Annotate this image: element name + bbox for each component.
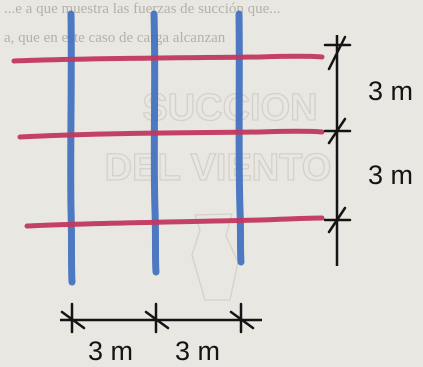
horizontal-line-bottom [24,215,325,229]
bottom-tick-right-slash [229,310,255,330]
dimension-label-right-lower: 3 m [368,160,413,190]
bottom-dimension-ticks [60,302,255,334]
watermark-line-2: DEL VIENTO [105,147,332,189]
bottom-tick-middle-slash [144,310,170,330]
watermark-figure [191,213,239,301]
watermark-line-1: SUCCION [142,87,317,129]
background-text-line-2: a, que en este caso de carga alcanzan [4,30,226,46]
right-dimension-ticks [323,35,352,234]
right-tick-top-slash [327,35,347,71]
right-tick-bottom-slash [327,206,347,234]
bottom-tick-left-slash [60,310,86,330]
dimension-label-bottom-right: 3 m [175,336,220,366]
horizontal-line-middle [17,128,325,140]
dimension-label-bottom-left: 3 m [88,336,133,366]
horizontal-line-top [11,53,325,64]
vertical-line-middle [150,10,160,276]
vertical-line-right [235,10,245,266]
dimension-label-right-upper: 3 m [368,76,413,106]
vertical-line-left [67,10,76,286]
right-tick-middle-slash [327,117,347,145]
